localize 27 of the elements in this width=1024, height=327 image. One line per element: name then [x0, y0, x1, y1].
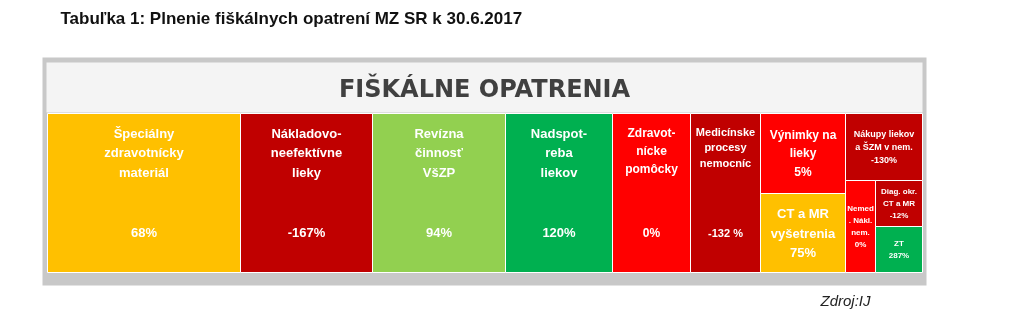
data-label: 0%: [642, 225, 661, 240]
data-label: 0%: [854, 239, 867, 249]
data-label: -167%: [287, 225, 326, 240]
category-label: Nemed . Nákl. nem.: [847, 204, 874, 237]
data-label: -130%: [870, 155, 898, 165]
data-label: 94%: [425, 225, 453, 240]
data-label: -12%: [889, 210, 909, 220]
category-label: Špeciálny zdravotnícky materiál: [104, 125, 185, 180]
category-label: Nákladovo- neefektívne lieky: [270, 125, 343, 180]
category-label: CT a MR vyšetrenia: [770, 206, 836, 241]
category-label: ZT: [894, 239, 904, 249]
category-label: Revízna činnosť VšZP: [414, 125, 465, 180]
category-label: Výnimky na lieky: [769, 128, 837, 161]
data-label: -132 %: [708, 226, 744, 239]
category-label: Zdravot- nícke pomôcky: [625, 125, 679, 176]
data-label: 287%: [888, 250, 910, 260]
data-label: 75%: [789, 245, 817, 260]
category-label: Diag. okr. CT a MR: [880, 187, 918, 208]
text: Tabuľka 1: Plnenie fiškálnych opatrení MZ SR k 30.6.2017: [60, 9, 523, 28]
data-label: 120%: [542, 225, 577, 240]
data-label: 68%: [130, 225, 158, 240]
text: FIŠKÁLNE OPATRENIA: [338, 72, 631, 103]
category-label: Medicínske procesy nemocníc: [695, 125, 756, 169]
category-label: Nadspot- reba liekov: [530, 125, 588, 180]
category-label: Nákupy liekov a ŠZM v nem.: [853, 129, 915, 152]
text: Zdroj:IJ: [819, 292, 871, 309]
data-label: 5%: [794, 164, 812, 179]
